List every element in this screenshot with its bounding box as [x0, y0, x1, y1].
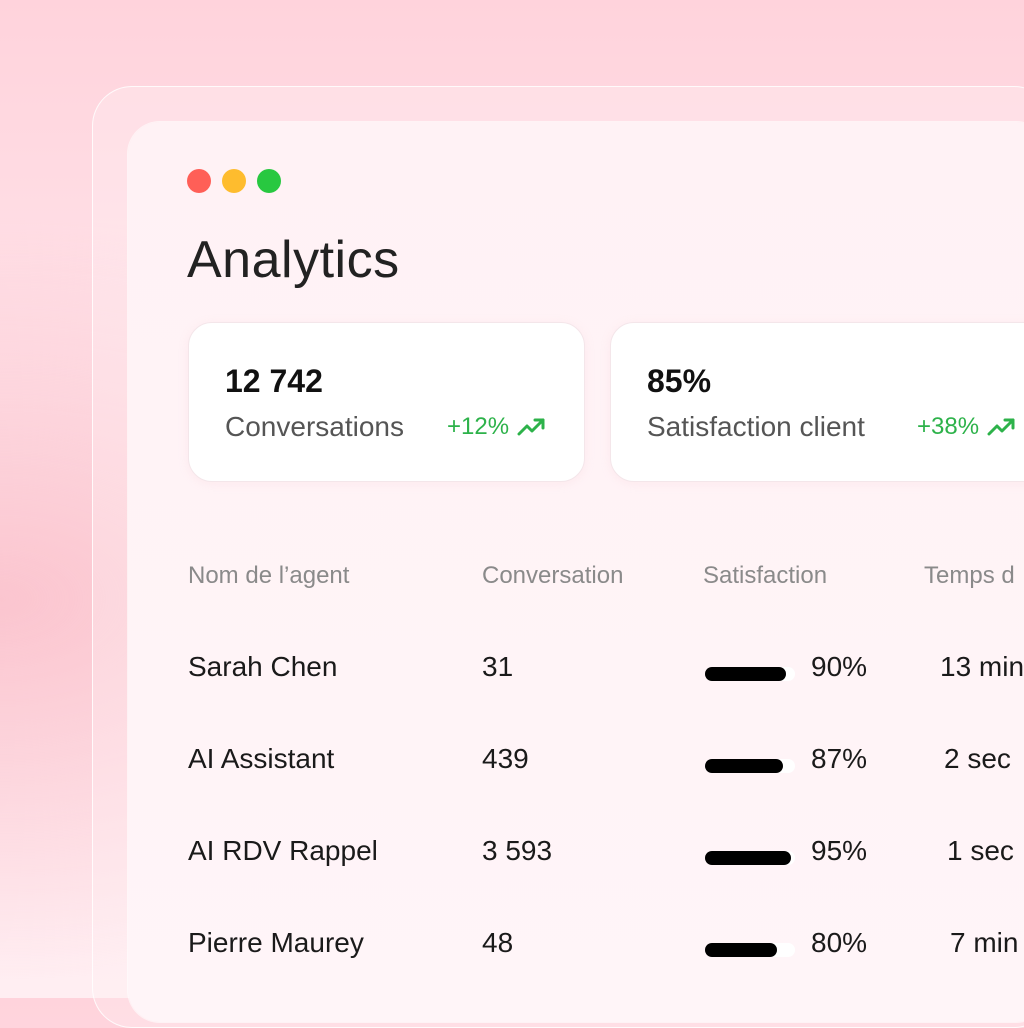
- satisfaction-percent: 90%: [811, 651, 868, 682]
- stat-delta-value: +12%: [447, 413, 510, 440]
- stat-value: 85%: [647, 363, 712, 399]
- satisfaction-percent: 80%: [811, 927, 868, 958]
- table-row[interactable]: Sarah Chen 31 90% 13 min: [128, 637, 1024, 697]
- minimize-window-button[interactable]: [222, 169, 246, 193]
- agent-name: Sarah Chen: [188, 651, 338, 682]
- response-time: 1 sec: [947, 835, 1014, 866]
- stat-delta: +38%: [917, 413, 1017, 441]
- table-row[interactable]: AI RDV Rappel 3 593 95% 1 sec: [128, 821, 1024, 881]
- stat-card-satisfaction: 85% Satisfaction client +38%: [610, 322, 1024, 482]
- response-time: 7 min: [950, 927, 1019, 958]
- satisfaction-bar-fill: [705, 667, 786, 681]
- stat-label: Conversations: [225, 411, 404, 442]
- stat-value: 12 742: [225, 363, 323, 399]
- column-header-conversation[interactable]: Conversation: [482, 562, 624, 589]
- response-time: 2 sec: [944, 743, 1011, 774]
- table-row[interactable]: AI Assistant 439 87% 2 sec: [128, 729, 1024, 789]
- response-time: 13 min: [940, 651, 1024, 682]
- satisfaction-bar: [705, 851, 795, 865]
- stat-label: Satisfaction client: [647, 411, 865, 442]
- analytics-window: Analytics 12 742 Conversations +12% 85% …: [128, 122, 1024, 1022]
- stat-delta: +12%: [447, 413, 547, 441]
- conversation-count: 31: [482, 651, 514, 682]
- stat-delta-value: +38%: [917, 413, 980, 440]
- table-row[interactable]: Pierre Maurey 48 80% 7 min: [128, 913, 1024, 973]
- page-title: Analytics: [187, 231, 400, 289]
- satisfaction-bar: [705, 667, 795, 681]
- satisfaction-bar: [705, 759, 795, 773]
- agent-name: AI RDV Rappel: [188, 835, 378, 866]
- maximize-window-button[interactable]: [257, 169, 281, 193]
- satisfaction-percent: 95%: [811, 835, 868, 866]
- column-header-agent[interactable]: Nom de l’agent: [188, 562, 350, 589]
- window-controls: [187, 169, 281, 193]
- satisfaction-bar-fill: [705, 851, 791, 865]
- agent-name: AI Assistant: [188, 743, 335, 774]
- conversation-count: 439: [482, 743, 529, 774]
- close-window-button[interactable]: [187, 169, 211, 193]
- satisfaction-bar-fill: [705, 759, 784, 773]
- agent-name: Pierre Maurey: [188, 927, 364, 958]
- stat-card-conversations: 12 742 Conversations +12%: [188, 322, 585, 482]
- column-header-time[interactable]: Temps d: [924, 562, 1015, 589]
- trending-up-icon: [517, 418, 545, 436]
- trending-up-icon: [987, 418, 1015, 436]
- satisfaction-bar: [705, 943, 795, 957]
- column-header-satisfaction[interactable]: Satisfaction: [703, 562, 828, 589]
- conversation-count: 48: [482, 927, 514, 958]
- satisfaction-bar-fill: [705, 943, 777, 957]
- conversation-count: 3 593: [482, 835, 553, 866]
- satisfaction-percent: 87%: [811, 743, 868, 774]
